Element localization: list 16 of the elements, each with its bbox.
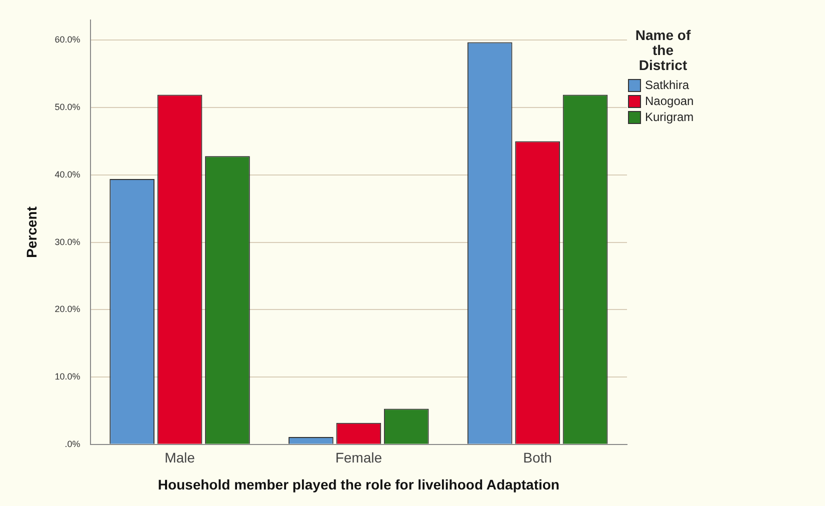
legend-label: Kurigram bbox=[645, 110, 694, 124]
legend-title: Name of the District bbox=[634, 27, 692, 73]
x-axis-title: Household member played the role for livelihood Adaptation bbox=[158, 476, 560, 492]
y-tick-label: 50.0% bbox=[54, 102, 80, 112]
y-tick-label: 10.0% bbox=[54, 372, 80, 382]
y-tick-label: 40.0% bbox=[54, 169, 80, 180]
legend-label: Satkhira bbox=[645, 78, 690, 92]
y-tick-label: 30.0% bbox=[54, 236, 80, 247]
x-tick-label: Female bbox=[335, 450, 382, 466]
x-tick-label: Both bbox=[523, 450, 552, 466]
y-axis-title: Percent bbox=[23, 206, 40, 258]
legend-label: Naogoan bbox=[645, 94, 694, 108]
y-tick-label: 60.0% bbox=[54, 34, 80, 45]
y-tick-label: 20.0% bbox=[54, 304, 80, 314]
x-tick-label: Male bbox=[164, 450, 196, 466]
y-tick-label: .0% bbox=[64, 438, 80, 449]
